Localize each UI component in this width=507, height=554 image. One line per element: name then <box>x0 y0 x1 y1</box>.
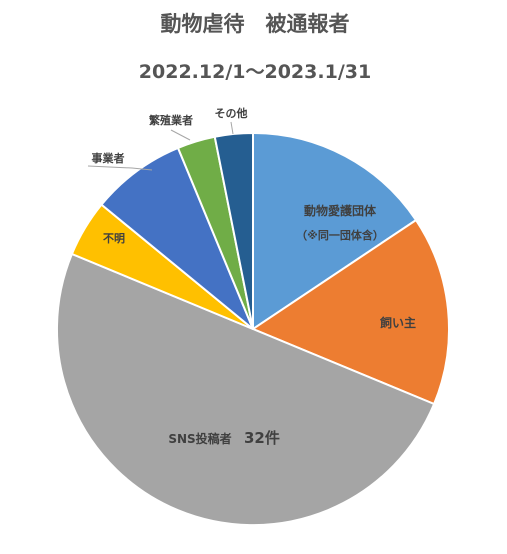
slice-label-4: 事業者 <box>92 151 125 165</box>
pie-slices <box>55 131 450 527</box>
leader-line-5 <box>170 129 191 141</box>
leader-lines <box>87 121 234 171</box>
leader-line-6 <box>230 121 234 135</box>
slice-label-5: 繁殖業者 <box>148 113 193 127</box>
slice-label-2: SNS投稿者 <box>168 431 231 446</box>
slice-label-3: 不明 <box>103 232 125 245</box>
slice-label-0: 動物愛護団体 <box>304 203 377 218</box>
chart-subtitle: 2022.12/1〜2023.1/31 <box>139 61 371 83</box>
slice-labels: 動物愛護団体 （※同一団体含） 飼い主 SNS投稿者 32件 不明 事業者 繁殖業者 その他 <box>92 106 417 447</box>
slice-label-1: 飼い主 <box>379 315 416 330</box>
pie-slice-4 <box>100 146 254 330</box>
pie-slice-0 <box>252 131 418 331</box>
pie-slice-6 <box>213 131 254 330</box>
data-label-2: 32件 <box>244 429 280 447</box>
pie-slice-2 <box>55 252 436 527</box>
leader-line-4 <box>87 165 153 171</box>
slice-label-6: その他 <box>215 106 248 120</box>
chart-title: 動物虐待 被通報者 <box>161 12 350 36</box>
slice-sublabel-0: （※同一団体含） <box>296 228 384 242</box>
pie-slice-1 <box>250 218 450 406</box>
